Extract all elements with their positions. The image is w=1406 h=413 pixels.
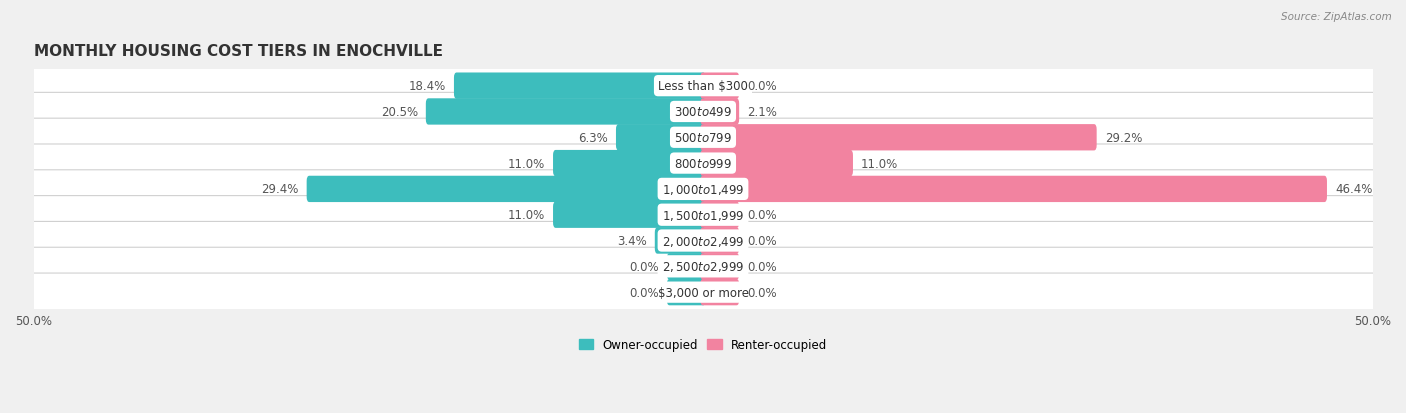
Text: 29.2%: 29.2% (1105, 131, 1142, 145)
FancyBboxPatch shape (30, 119, 1376, 157)
Text: $1,000 to $1,499: $1,000 to $1,499 (662, 183, 744, 197)
Text: 6.3%: 6.3% (578, 131, 607, 145)
FancyBboxPatch shape (30, 67, 1376, 105)
FancyBboxPatch shape (700, 99, 740, 125)
FancyBboxPatch shape (700, 125, 1097, 151)
FancyBboxPatch shape (30, 171, 1376, 209)
FancyBboxPatch shape (616, 125, 706, 151)
Text: 11.0%: 11.0% (508, 157, 546, 170)
FancyBboxPatch shape (700, 73, 740, 100)
FancyBboxPatch shape (553, 151, 706, 177)
Text: $3,000 or more: $3,000 or more (658, 286, 748, 299)
Text: 0.0%: 0.0% (747, 260, 776, 273)
Text: 0.0%: 0.0% (747, 235, 776, 247)
Text: $300 to $499: $300 to $499 (673, 106, 733, 119)
Text: 18.4%: 18.4% (409, 80, 446, 93)
FancyBboxPatch shape (30, 196, 1376, 234)
FancyBboxPatch shape (700, 176, 1327, 202)
FancyBboxPatch shape (666, 279, 706, 306)
Text: 0.0%: 0.0% (747, 80, 776, 93)
Text: 11.0%: 11.0% (860, 157, 898, 170)
Text: 0.0%: 0.0% (747, 286, 776, 299)
Text: 11.0%: 11.0% (508, 209, 546, 222)
FancyBboxPatch shape (30, 93, 1376, 131)
FancyBboxPatch shape (30, 145, 1376, 183)
Text: MONTHLY HOUSING COST TIERS IN ENOCHVILLE: MONTHLY HOUSING COST TIERS IN ENOCHVILLE (34, 44, 443, 59)
FancyBboxPatch shape (454, 73, 706, 100)
Text: $2,500 to $2,999: $2,500 to $2,999 (662, 260, 744, 274)
Text: Less than $300: Less than $300 (658, 80, 748, 93)
Text: 46.4%: 46.4% (1336, 183, 1372, 196)
FancyBboxPatch shape (426, 99, 706, 125)
FancyBboxPatch shape (655, 228, 706, 254)
FancyBboxPatch shape (700, 254, 740, 280)
Text: 0.0%: 0.0% (630, 260, 659, 273)
FancyBboxPatch shape (30, 248, 1376, 286)
Text: $2,000 to $2,499: $2,000 to $2,499 (662, 234, 744, 248)
FancyBboxPatch shape (30, 222, 1376, 260)
Text: 29.4%: 29.4% (262, 183, 298, 196)
FancyBboxPatch shape (553, 202, 706, 228)
FancyBboxPatch shape (700, 151, 853, 177)
FancyBboxPatch shape (700, 202, 740, 228)
FancyBboxPatch shape (307, 176, 706, 202)
Text: $1,500 to $1,999: $1,500 to $1,999 (662, 208, 744, 222)
Text: Source: ZipAtlas.com: Source: ZipAtlas.com (1281, 12, 1392, 22)
FancyBboxPatch shape (666, 254, 706, 280)
Legend: Owner-occupied, Renter-occupied: Owner-occupied, Renter-occupied (574, 334, 832, 356)
FancyBboxPatch shape (30, 273, 1376, 311)
Text: 0.0%: 0.0% (747, 209, 776, 222)
FancyBboxPatch shape (700, 279, 740, 306)
Text: 2.1%: 2.1% (747, 106, 778, 119)
Text: 3.4%: 3.4% (617, 235, 647, 247)
Text: $800 to $999: $800 to $999 (673, 157, 733, 170)
Text: 0.0%: 0.0% (630, 286, 659, 299)
FancyBboxPatch shape (700, 228, 740, 254)
Text: 20.5%: 20.5% (381, 106, 418, 119)
Text: $500 to $799: $500 to $799 (673, 131, 733, 145)
